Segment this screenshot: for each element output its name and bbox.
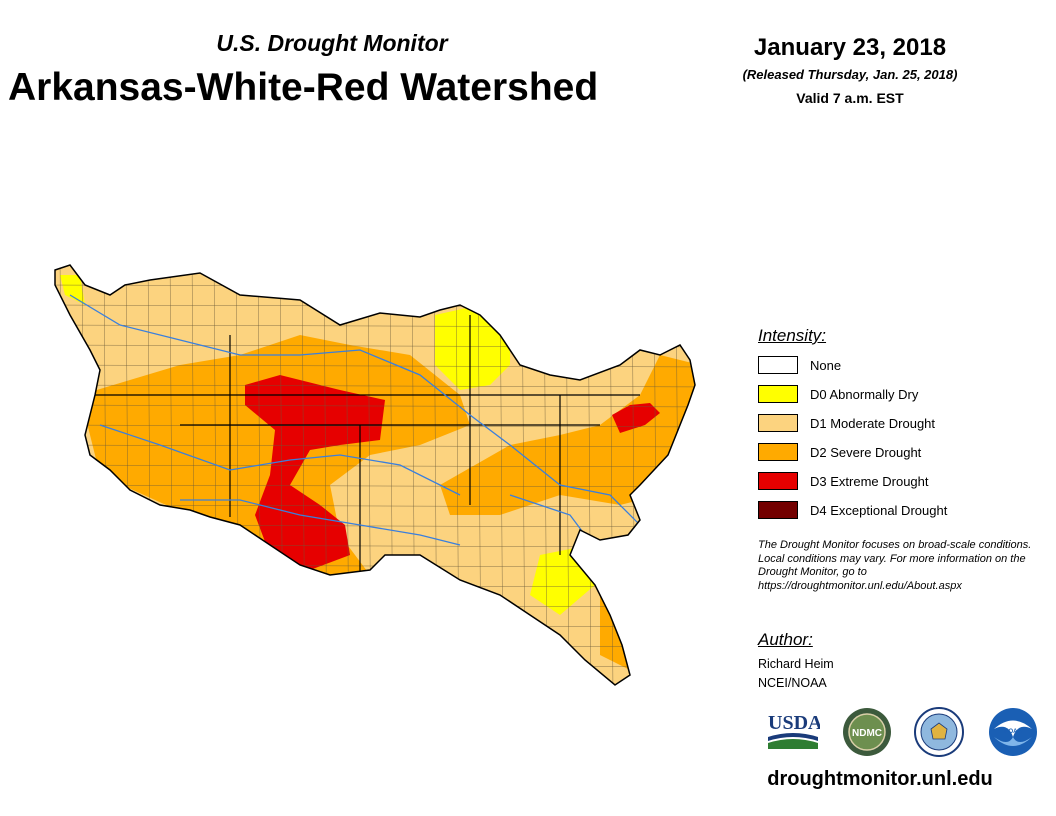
county-line	[55, 424, 695, 428]
county-line	[55, 265, 695, 268]
d0-region-northwest	[60, 275, 85, 305]
county-line	[55, 484, 695, 488]
legend-swatch	[758, 414, 798, 432]
legend-item-d3: D3 Extreme Drought	[758, 471, 929, 491]
legend-label: D1 Moderate Drought	[810, 415, 936, 431]
author-name: Richard Heim	[758, 657, 834, 671]
map-title: Arkansas-White-Red Watershed	[8, 66, 599, 109]
state-borders	[80, 315, 640, 575]
county-line	[653, 265, 658, 685]
author-heading: Author:	[758, 630, 813, 649]
legend-label: D3 Extreme Drought	[810, 473, 929, 489]
website-url: droughtmonitor.unl.edu	[767, 768, 993, 790]
county-line	[55, 464, 695, 468]
noaa-logo-text: NOAA	[1004, 729, 1022, 735]
legend-swatch	[758, 443, 798, 461]
legend-item-d1: D1 Moderate Drought	[758, 413, 935, 433]
drought-map	[54, 255, 701, 695]
county-line	[55, 604, 695, 608]
ndmc-logo-text: NDMC	[852, 728, 882, 739]
county-line	[55, 684, 695, 685]
county-line	[59, 265, 64, 685]
ndmc-logo: NDMC	[843, 708, 891, 756]
noaa-logo: NOAA	[989, 708, 1037, 756]
disclaimer-text: The Drought Monitor focuses on broad-sca…	[758, 539, 1032, 592]
county-line	[55, 404, 695, 408]
legend-title: Intensity:	[758, 326, 827, 345]
usda-logo: USDA	[768, 712, 820, 749]
county-line	[698, 255, 701, 695]
legend-swatch	[758, 472, 798, 490]
legend-item-d4: D4 Exceptional Drought	[758, 500, 947, 520]
d3-region-east	[612, 403, 660, 433]
legend-item-d2: D2 Severe Drought	[758, 442, 921, 462]
legend-item-none: None	[758, 355, 841, 375]
watershed-outline	[54, 264, 696, 686]
legend-item-d0: D0 Abnormally Dry	[758, 384, 918, 404]
d2-region-east	[440, 355, 695, 515]
legend-swatch	[758, 385, 798, 403]
legend-label: D2 Severe Drought	[810, 444, 922, 460]
map-date: January 23, 2018	[753, 34, 947, 61]
legend-label: D4 Exceptional Drought	[810, 502, 948, 518]
legend-label: D0 Abnormally Dry	[810, 386, 919, 402]
county-line	[675, 265, 680, 685]
valid-time: Valid 7 a.m. EST	[796, 90, 904, 106]
doc-seal-logo	[914, 707, 964, 757]
legend-swatch	[758, 356, 798, 374]
legend-swatch	[758, 501, 798, 519]
release-date: (Released Thursday, Jan. 25, 2018)	[742, 67, 958, 82]
d3-region-west	[245, 375, 385, 570]
map-subtitle: U.S. Drought Monitor	[216, 30, 448, 56]
county-line	[55, 384, 695, 388]
legend-label: None	[810, 357, 842, 373]
county-line	[55, 564, 695, 568]
usda-logo-text: USDA	[768, 712, 820, 734]
county-line	[55, 584, 695, 588]
author-organization: NCEI/NOAA	[758, 676, 827, 690]
county-line	[55, 624, 695, 628]
county-line	[55, 444, 695, 448]
